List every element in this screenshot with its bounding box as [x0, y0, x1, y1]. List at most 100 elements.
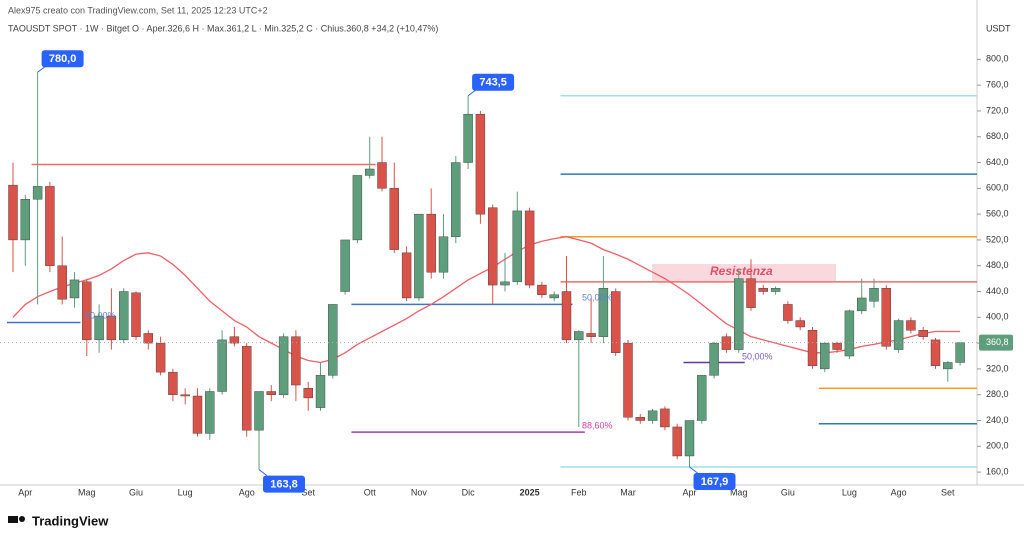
fib-label: 50,00% [582, 292, 613, 302]
candle-body [955, 342, 965, 363]
candle-body [881, 288, 891, 347]
candle-body [832, 342, 842, 350]
resistance-box [652, 264, 836, 281]
y-tick-label: 520,0 [986, 234, 1009, 244]
candle-body [660, 408, 670, 428]
x-tick-label: Nov [411, 487, 428, 497]
y-tick-label: 800,0 [986, 54, 1009, 64]
candle-body [32, 186, 43, 200]
fib-label: 50,00% [85, 310, 116, 320]
candle-body [180, 394, 190, 397]
candle-body [451, 162, 461, 237]
candle-body [549, 294, 559, 299]
callout-pointer [689, 466, 698, 474]
candle-body [672, 426, 682, 457]
x-tick-label: Set [301, 487, 315, 497]
y-tick-label: 280,0 [986, 389, 1009, 399]
x-tick-label: Giu [781, 487, 795, 497]
callout-label: 743,5 [479, 77, 507, 89]
callout-box [41, 50, 84, 68]
x-tick-label: Ago [891, 487, 907, 497]
y-tick-label: 600,0 [986, 183, 1009, 193]
candle-body [401, 252, 412, 299]
candle-body [807, 330, 818, 366]
callout-label: 167,9 [701, 476, 729, 488]
y-tick-label: 400,0 [986, 312, 1009, 322]
candle-body [266, 391, 276, 395]
candle-body [623, 342, 633, 418]
candle-body [758, 288, 768, 292]
y-tick-label: 640,0 [986, 157, 1009, 167]
candle-body [488, 207, 498, 286]
y-tick-label: 480,0 [986, 260, 1009, 270]
candle-body [918, 330, 928, 337]
x-tick-label: Apr [18, 487, 32, 497]
candle-body [328, 304, 338, 376]
candle-body [598, 288, 609, 337]
candle-body [278, 336, 289, 395]
logo-text: TradingView [32, 513, 109, 528]
moving-average [12, 236, 961, 364]
candle-body [734, 278, 744, 350]
x-tick-label: Lug [842, 487, 857, 497]
candle-body [106, 315, 117, 341]
candle-body [426, 213, 436, 273]
candle-body [721, 336, 732, 350]
x-tick-label: Mag [78, 487, 96, 497]
candle-body [205, 391, 215, 434]
callout-pointer [467, 89, 477, 97]
callout-box [472, 73, 515, 91]
last-price-box [979, 334, 1013, 351]
candle-body [709, 342, 719, 376]
candle-body [155, 342, 166, 373]
candle-body [365, 168, 375, 176]
callout-pointer [258, 469, 268, 477]
logo: TradingView [8, 513, 109, 528]
candle-body [943, 362, 953, 370]
y-tick-label: 560,0 [986, 209, 1009, 219]
candle-body [217, 339, 227, 392]
candle-body [611, 291, 621, 353]
x-tick-label: Giu [129, 487, 143, 497]
symbol-info: TAOUSDT SPOT · 1W · Bitget O · Aper.326,… [8, 23, 438, 33]
candle-body [352, 175, 363, 241]
candle-body [684, 420, 695, 457]
x-tick-label: 2025 [520, 487, 540, 497]
candle-body [647, 410, 658, 421]
candle-body [118, 291, 129, 341]
candle-body [438, 236, 449, 273]
candle-body [168, 371, 178, 395]
fib-label: 50,00% [742, 351, 773, 361]
candle-body [69, 279, 80, 299]
candle-body [512, 210, 522, 283]
candle-body [414, 213, 424, 299]
x-tick-label: Dic [462, 487, 475, 497]
candle-body [746, 278, 756, 308]
y-tick-label: 680,0 [986, 131, 1009, 141]
candle-body [20, 199, 30, 241]
logo-mark [19, 516, 25, 522]
candle-body [340, 239, 350, 292]
candle-body [241, 346, 252, 431]
credit: Alex975 creato con TradingView.com, Set … [8, 5, 268, 15]
y-tick-label: 240,0 [986, 415, 1009, 425]
x-tick-label: Set [941, 487, 955, 497]
callout-pointer [37, 65, 46, 73]
candle-body [291, 336, 301, 386]
y-tick-label: 160,0 [986, 466, 1009, 476]
candle-body [377, 162, 387, 189]
callout-label: 163,8 [270, 479, 298, 491]
candle-body [463, 113, 473, 163]
y-tick-label: 440,0 [986, 286, 1009, 296]
candle-body [820, 342, 830, 370]
logo-mark [8, 516, 18, 523]
candle-body [930, 339, 941, 366]
candle-body [586, 333, 596, 337]
candle-body [254, 391, 264, 431]
last-price-label: 360,8 [986, 337, 1009, 347]
candle-body [94, 315, 104, 341]
candle-body [893, 320, 904, 350]
candle-body [303, 388, 313, 399]
fib-label: 88,60% [582, 420, 613, 430]
candle-body [537, 284, 547, 295]
